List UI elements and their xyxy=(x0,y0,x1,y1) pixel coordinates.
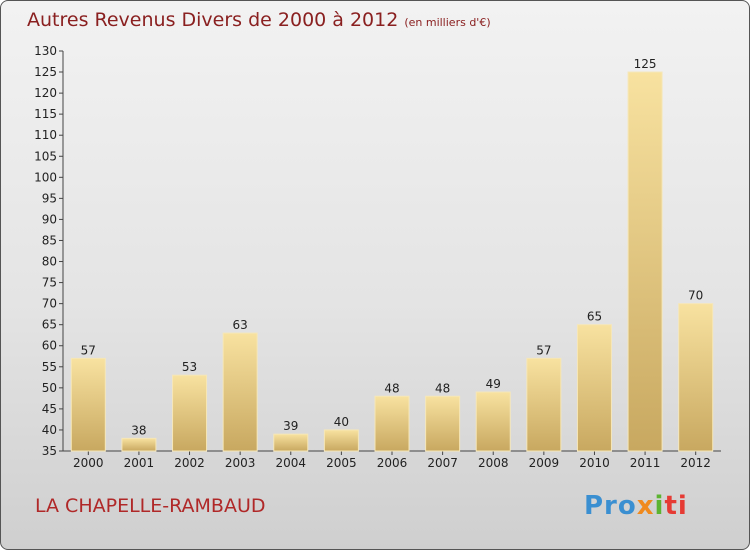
x-tick-label: 2007 xyxy=(427,456,458,470)
bar-value-label: 48 xyxy=(435,381,450,395)
bar xyxy=(273,433,309,452)
y-tick-label: 50 xyxy=(42,381,57,395)
chart-title-unit: (en milliers d'€) xyxy=(404,16,491,29)
bar xyxy=(374,395,410,452)
bar xyxy=(222,332,258,452)
y-tick-label: 75 xyxy=(42,276,57,290)
bar-value-label: 40 xyxy=(334,415,349,429)
y-tick-label: 65 xyxy=(42,318,57,332)
bar xyxy=(627,71,663,452)
bar-value-label: 57 xyxy=(536,343,551,357)
x-tick-label: 2012 xyxy=(680,456,711,470)
bar-value-label: 57 xyxy=(81,343,96,357)
bar-value-label: 63 xyxy=(233,318,248,332)
x-tick-label: 2010 xyxy=(579,456,610,470)
bar xyxy=(121,437,157,452)
bar-value-label: 53 xyxy=(182,360,197,374)
y-tick-label: 125 xyxy=(34,65,57,79)
x-tick-label: 2004 xyxy=(275,456,306,470)
y-tick-label: 70 xyxy=(42,297,57,311)
bar xyxy=(576,324,612,452)
bar-value-label: 48 xyxy=(384,381,399,395)
y-tick-label: 90 xyxy=(42,212,57,226)
x-tick-label: 2005 xyxy=(326,456,357,470)
y-tick-label: 80 xyxy=(42,255,57,269)
bar-value-label: 125 xyxy=(634,57,657,71)
bar xyxy=(678,303,714,452)
chart-title-main: Autres Revenus Divers de 2000 à 2012 xyxy=(27,9,399,31)
bar xyxy=(323,429,359,452)
y-tick-label: 40 xyxy=(42,423,57,437)
y-tick-label: 35 xyxy=(42,444,57,458)
y-tick-label: 115 xyxy=(34,107,57,121)
bar xyxy=(526,357,562,452)
x-tick-label: 2009 xyxy=(529,456,560,470)
x-tick-label: 2003 xyxy=(225,456,256,470)
bar-value-label: 39 xyxy=(283,419,298,433)
bar-value-label: 65 xyxy=(587,310,602,324)
x-tick-label: 2008 xyxy=(478,456,509,470)
y-tick-label: 55 xyxy=(42,360,57,374)
y-tick-label: 60 xyxy=(42,339,57,353)
bar xyxy=(475,391,511,452)
y-tick-label: 95 xyxy=(42,191,57,205)
bar-value-label: 70 xyxy=(688,289,703,303)
bar-value-label: 49 xyxy=(486,377,501,391)
x-tick-label: 2006 xyxy=(377,456,408,470)
y-tick-label: 130 xyxy=(34,44,57,58)
chart-title: Autres Revenus Divers de 2000 à 2012 (en … xyxy=(27,9,491,31)
bar xyxy=(172,374,208,452)
y-tick-label: 45 xyxy=(42,402,57,416)
y-tick-label: 100 xyxy=(34,170,57,184)
y-tick-label: 105 xyxy=(34,149,57,163)
commune-name: LA CHAPELLE-RAMBAUD xyxy=(35,495,266,517)
chart-bars: 57 38 53 63 39 40 48 48 49 57 65 125 70 xyxy=(70,57,714,452)
bar xyxy=(425,395,461,452)
x-tick-label: 2011 xyxy=(630,456,661,470)
x-tick-label: 2002 xyxy=(174,456,205,470)
x-tick-label: 2001 xyxy=(124,456,155,470)
y-tick-label: 85 xyxy=(42,233,57,247)
x-tick-label: 2000 xyxy=(73,456,104,470)
y-tick-label: 120 xyxy=(34,86,57,100)
proxiti-logo: Proxiti xyxy=(584,491,688,521)
bar-value-label: 38 xyxy=(131,423,146,437)
bar xyxy=(70,357,106,452)
y-tick-label: 110 xyxy=(34,128,57,142)
